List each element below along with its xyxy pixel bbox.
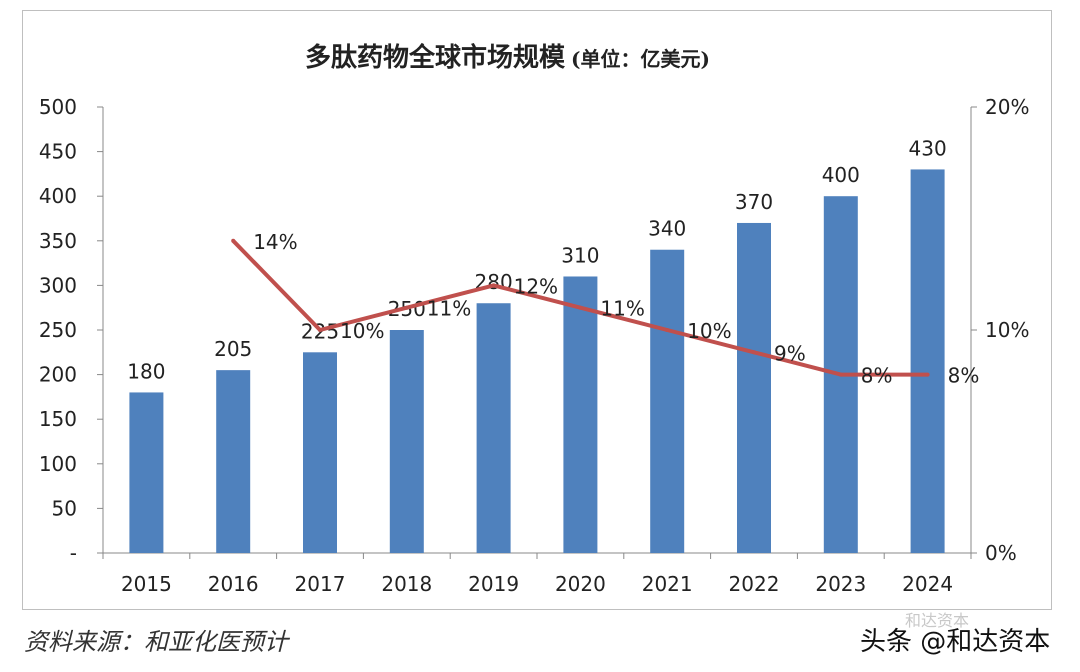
growth-point	[665, 328, 670, 332]
growth-value-label: 12%	[514, 274, 558, 298]
y-tick-label-left: -	[70, 541, 77, 565]
growth-value-label: 11%	[427, 297, 471, 321]
x-tick-label: 2018	[381, 572, 432, 596]
chart-frame: 多肽药物全球市场规模 (单位：亿美元) - 50 100 150 200 250 300 350…	[22, 10, 1052, 610]
bar	[650, 249, 685, 553]
bar-value-label: 370	[735, 190, 773, 214]
growth-point	[318, 328, 322, 332]
y-tick-label-left: 200	[39, 363, 77, 387]
chart-title: 多肽药物全球市场规模 (单位：亿美元)	[305, 42, 710, 73]
growth-point	[231, 238, 236, 243]
growth-value-label: 8%	[861, 364, 893, 388]
y-tick-label-left: 400	[39, 184, 77, 208]
bar-value-label: 310	[561, 243, 599, 267]
x-tick-label: 2023	[815, 572, 866, 596]
bar	[303, 352, 337, 553]
growth-point	[925, 372, 930, 377]
growth-value-label: 11%	[600, 297, 644, 321]
bar	[216, 370, 251, 553]
growth-value-label: 10%	[340, 319, 384, 343]
chart-subtitle: (单位：亿美元)	[571, 47, 710, 71]
growth-value-label: 10%	[687, 319, 731, 343]
y-tick-label-left: 250	[39, 318, 77, 342]
y-tick-label-left: 350	[39, 229, 77, 253]
y-tick-label-left: 450	[39, 140, 77, 164]
x-tick-label: 2016	[208, 572, 259, 596]
x-tick-label: 2019	[468, 572, 519, 596]
growth-value-label: 14%	[253, 230, 297, 254]
x-tick-label: 2021	[642, 572, 693, 596]
x-tick-label: 2015	[121, 572, 172, 596]
growth-point	[578, 305, 583, 310]
y-tick-label-left: 150	[39, 407, 77, 431]
growth-value-label: 9%	[774, 341, 806, 365]
growth-point	[752, 350, 756, 355]
bar	[129, 392, 164, 553]
watermark-faint: 和达资本	[905, 611, 970, 630]
source-note: 资料来源：和亚化医预计	[24, 628, 288, 656]
bar	[737, 222, 771, 553]
x-tick-label: 2022	[729, 572, 780, 596]
bar-value-label: 430	[909, 136, 947, 160]
bar-value-label: 205	[214, 337, 252, 361]
plot-area: - 50 100 150 200 250 300 350 400 450 500 0% 10% 20% 20…	[39, 95, 1030, 596]
watermark: 头条 @和达资本	[860, 627, 1051, 657]
growth-point	[838, 372, 843, 377]
y-tick-label-left: 500	[39, 95, 77, 119]
bar	[563, 276, 598, 553]
bar-value-label: 340	[648, 217, 686, 241]
growth-value-label: 8%	[948, 364, 980, 388]
chart-svg: 多肽药物全球市场规模 (单位：亿美元) - 50 100 150 200 250 300 350…	[39, 42, 1030, 596]
growth-point	[491, 283, 496, 288]
y-tick-label-left: 100	[39, 452, 77, 476]
y-tick-label-right: 10%	[985, 318, 1029, 342]
bar	[476, 303, 511, 553]
x-tick-label: 2024	[902, 572, 953, 596]
growth-point	[404, 305, 409, 310]
x-tick-label: 2020	[555, 572, 606, 596]
y-tick-label-left: 300	[39, 273, 77, 297]
bar-value-label: 180	[127, 359, 165, 383]
y-tick-label-right: 20%	[985, 95, 1029, 119]
x-tick-label: 2017	[295, 572, 346, 596]
bar-value-label: 400	[822, 163, 860, 187]
bar	[389, 330, 424, 553]
y-tick-label-left: 50	[52, 496, 77, 520]
y-tick-label-right: 0%	[985, 541, 1017, 565]
bar	[910, 169, 945, 553]
